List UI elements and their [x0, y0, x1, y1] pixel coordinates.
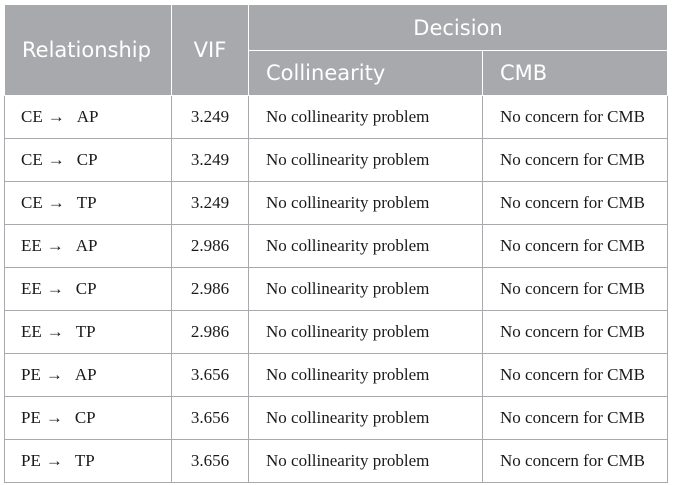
- relationship-to: CP: [75, 279, 97, 298]
- relationship-to: TP: [74, 451, 95, 470]
- cmb-cell: No concern for CMB: [482, 353, 668, 397]
- cmb-cell: No concern for CMB: [482, 310, 668, 354]
- vif-table-container: Relationship VIF Decision Collinearity C…: [4, 4, 668, 483]
- header-cmb: CMB: [482, 50, 668, 96]
- header-decision: Decision: [248, 4, 668, 51]
- table-row: PE → CP 3.656 No collinearity problem No conc…: [4, 396, 668, 440]
- right-arrow-icon: →: [47, 193, 65, 212]
- table-body: CE → AP 3.249 No collinearity problem No conc…: [4, 95, 668, 483]
- table-row: CE → AP 3.249 No collinearity problem No conc…: [4, 95, 668, 139]
- collinearity-cell: No collinearity problem: [248, 138, 483, 182]
- header-relationship: Relationship: [4, 4, 172, 96]
- relationship-cell: CE → AP: [4, 95, 172, 139]
- cmb-cell: No concern for CMB: [482, 439, 668, 483]
- vif-cell: 3.249: [171, 138, 249, 182]
- cmb-cell: No concern for CMB: [482, 95, 668, 139]
- relationship-to: AP: [75, 236, 98, 255]
- relationship-from: EE: [21, 279, 42, 298]
- vif-table: Relationship VIF Decision Collinearity C…: [4, 4, 668, 483]
- relationship-to: CP: [76, 150, 98, 169]
- right-arrow-icon: →: [46, 279, 64, 298]
- relationship-cell: EE → TP: [4, 310, 172, 354]
- relationship-to: AP: [74, 365, 97, 384]
- right-arrow-icon: →: [46, 236, 64, 255]
- table-row: EE → CP 2.986 No collinearity problem No conc…: [4, 267, 668, 311]
- relationship-from: PE: [21, 408, 41, 427]
- collinearity-cell: No collinearity problem: [248, 353, 483, 397]
- collinearity-cell: No collinearity problem: [248, 224, 483, 268]
- cmb-cell: No concern for CMB: [482, 181, 668, 225]
- collinearity-cell: No collinearity problem: [248, 310, 483, 354]
- relationship-cell: CE → CP: [4, 138, 172, 182]
- cmb-cell: No concern for CMB: [482, 396, 668, 440]
- table-row: PE → AP 3.656 No collinearity problem No conc…: [4, 353, 668, 397]
- relationship-cell: CE → TP: [4, 181, 172, 225]
- collinearity-cell: No collinearity problem: [248, 439, 483, 483]
- table-header: Relationship VIF Decision Collinearity C…: [4, 4, 668, 96]
- table-row: CE → TP 3.249 No collinearity problem No conc…: [4, 181, 668, 225]
- relationship-from: PE: [21, 451, 41, 470]
- cmb-cell: No concern for CMB: [482, 138, 668, 182]
- header-row-top: Relationship VIF Decision: [4, 4, 668, 96]
- right-arrow-icon: →: [45, 365, 63, 384]
- table-row: PE → TP 3.656 No collinearity problem No conc…: [4, 439, 668, 483]
- relationship-from: CE: [21, 107, 43, 126]
- relationship-from: EE: [21, 236, 42, 255]
- vif-cell: 3.249: [171, 95, 249, 139]
- right-arrow-icon: →: [45, 451, 63, 470]
- relationship-cell: PE → TP: [4, 439, 172, 483]
- collinearity-cell: No collinearity problem: [248, 267, 483, 311]
- vif-cell: 2.986: [171, 267, 249, 311]
- vif-cell: 3.249: [171, 181, 249, 225]
- relationship-cell: EE → AP: [4, 224, 172, 268]
- right-arrow-icon: →: [47, 107, 65, 126]
- relationship-cell: PE → CP: [4, 396, 172, 440]
- vif-cell: 3.656: [171, 396, 249, 440]
- table-row: CE → CP 3.249 No collinearity problem No conc…: [4, 138, 668, 182]
- right-arrow-icon: →: [45, 408, 63, 427]
- cmb-cell: No concern for CMB: [482, 224, 668, 268]
- collinearity-cell: No collinearity problem: [248, 95, 483, 139]
- vif-cell: 2.986: [171, 310, 249, 354]
- cmb-cell: No concern for CMB: [482, 267, 668, 311]
- collinearity-cell: No collinearity problem: [248, 181, 483, 225]
- header-vif: VIF: [171, 4, 249, 96]
- relationship-to: TP: [75, 322, 96, 341]
- table-row: EE → AP 2.986 No collinearity problem No conc…: [4, 224, 668, 268]
- right-arrow-icon: →: [46, 322, 64, 341]
- relationship-to: CP: [74, 408, 96, 427]
- relationship-to: AP: [76, 107, 99, 126]
- header-collinearity: Collinearity: [248, 50, 483, 96]
- header-row-sub: Collinearity CMB: [5, 50, 668, 96]
- vif-cell: 3.656: [171, 353, 249, 397]
- relationship-cell: PE → AP: [4, 353, 172, 397]
- relationship-from: CE: [21, 150, 43, 169]
- relationship-from: PE: [21, 365, 41, 384]
- vif-cell: 3.656: [171, 439, 249, 483]
- collinearity-cell: No collinearity problem: [248, 396, 483, 440]
- relationship-to: TP: [76, 193, 97, 212]
- table-row: EE → TP 2.986 No collinearity problem No conc…: [4, 310, 668, 354]
- relationship-cell: EE → CP: [4, 267, 172, 311]
- relationship-from: CE: [21, 193, 43, 212]
- right-arrow-icon: →: [47, 150, 65, 169]
- vif-cell: 2.986: [171, 224, 249, 268]
- relationship-from: EE: [21, 322, 42, 341]
